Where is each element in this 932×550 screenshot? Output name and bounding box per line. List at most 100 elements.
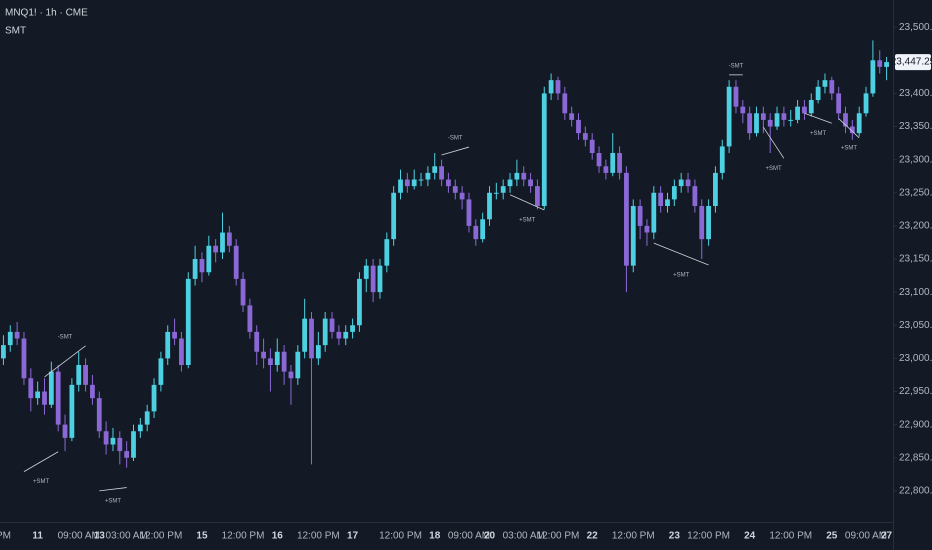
x-tick-label: 12:00 PM — [612, 531, 655, 542]
candle-body — [185, 278, 191, 366]
x-tick-label: 03:00 AM — [503, 531, 545, 542]
candle-body — [582, 133, 588, 140]
candle-body — [302, 318, 308, 352]
candle-body — [452, 186, 458, 193]
y-tick-label: 22,800.00 — [899, 486, 932, 497]
candle-body — [446, 179, 451, 187]
smt-label: +SMT — [841, 145, 858, 151]
candle-body — [48, 371, 54, 405]
x-tick-label: 12:00 PM — [769, 531, 812, 542]
candle-body — [658, 192, 664, 207]
candle-body — [220, 232, 225, 253]
candle-body — [685, 179, 691, 187]
y-tick-label: 23,050.00 — [899, 320, 932, 331]
candle-body — [569, 113, 575, 120]
smt-line — [763, 126, 785, 159]
candle-body — [671, 186, 677, 200]
candle-body — [131, 431, 136, 458]
candle-body — [55, 371, 61, 425]
candle-body — [767, 119, 773, 127]
candle-body — [90, 384, 95, 399]
candle-body — [637, 206, 643, 226]
candle-body — [459, 192, 465, 200]
candle-body — [473, 225, 479, 240]
candle-body — [117, 437, 123, 452]
x-tick-label: 12:00 PM — [139, 531, 182, 542]
candle-body — [843, 113, 848, 127]
candle-body — [535, 186, 540, 207]
smt-label: +SMT — [766, 166, 783, 172]
smt-line — [509, 194, 545, 211]
candle-body — [398, 179, 403, 193]
x-tick-label: 03:00 AM — [106, 531, 148, 542]
x-tick-label: 25 — [826, 531, 838, 542]
candle-body — [158, 358, 164, 385]
y-tick-label: 23,300.00 — [899, 154, 932, 165]
candle-body — [21, 338, 27, 379]
y-tick-label: 22,950.00 — [899, 386, 932, 397]
candle-body — [295, 351, 301, 379]
candle-body — [603, 166, 609, 173]
candle-body — [726, 86, 732, 147]
smt-label: +SMT — [673, 273, 690, 279]
candle-body — [706, 206, 711, 240]
candle-body — [411, 179, 417, 187]
candle-body — [624, 172, 629, 266]
candle-body — [432, 166, 438, 173]
candle-body — [507, 179, 513, 187]
candle-body — [548, 80, 554, 94]
indicator-name: SMT — [5, 26, 26, 37]
candle-body — [247, 305, 253, 332]
y-tick-label: 23,350.00 — [899, 121, 932, 132]
candle-body — [206, 245, 212, 273]
candle-body — [384, 239, 390, 266]
candle-body — [439, 166, 444, 180]
candle-body — [802, 106, 807, 114]
y-tick-label: 23,000.00 — [899, 353, 932, 364]
smt-label: +SMT — [105, 498, 122, 504]
candle-body — [391, 192, 397, 240]
candle-body — [281, 351, 287, 372]
x-tick-label: 09:00 AM — [845, 531, 887, 542]
candle-body — [418, 179, 424, 181]
y-tick-label: 22,850.00 — [899, 452, 932, 463]
smt-line — [838, 118, 860, 139]
candle-body — [699, 206, 705, 240]
candle-body — [870, 60, 876, 94]
candle-body — [254, 331, 260, 352]
candle-body — [781, 113, 787, 120]
candle-body — [555, 80, 561, 94]
candle-body — [884, 62, 889, 67]
candle-body — [562, 93, 568, 114]
candle-body — [774, 113, 780, 127]
candle-body — [7, 331, 13, 346]
y-tick-label: 23,400.00 — [899, 88, 932, 99]
candle-body — [856, 113, 862, 134]
x-tick-label: 17 — [347, 531, 359, 542]
candle-body — [350, 325, 355, 332]
candle-body — [760, 113, 766, 120]
smt-label: +SMT — [810, 131, 827, 137]
candle-body — [849, 126, 855, 134]
candle-body — [315, 345, 321, 359]
candle-body — [788, 119, 794, 121]
x-tick-label: 12:00 PM — [537, 531, 580, 542]
smt-line — [99, 487, 127, 492]
candle-body — [877, 60, 883, 67]
candle-body — [719, 146, 725, 173]
candle-body — [179, 338, 184, 366]
candle-body — [617, 153, 622, 173]
candle-body — [69, 384, 75, 438]
x-tick-label: 22 — [587, 531, 599, 542]
smt-line — [441, 146, 470, 156]
candle-body — [1, 345, 6, 359]
x-tick-label: 23 — [669, 531, 681, 542]
candle-body — [151, 384, 157, 412]
y-tick-label: 23,100.00 — [899, 287, 932, 298]
candle-body — [124, 451, 130, 458]
x-tick-label: 20 — [484, 531, 496, 542]
x-tick-label: 13 — [94, 531, 106, 542]
candle-body — [589, 139, 595, 154]
smt-label: +SMT — [33, 479, 50, 485]
candle-body — [96, 398, 102, 432]
